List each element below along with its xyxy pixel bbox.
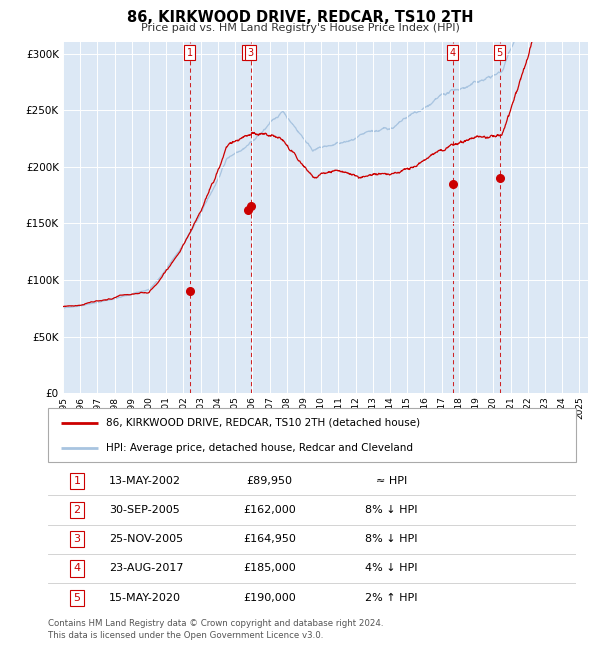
Text: ≈ HPI: ≈ HPI: [376, 476, 407, 486]
Text: 13-MAY-2002: 13-MAY-2002: [109, 476, 181, 486]
Text: 4: 4: [73, 564, 80, 573]
Text: 2% ↑ HPI: 2% ↑ HPI: [365, 593, 418, 603]
Text: 8% ↓ HPI: 8% ↓ HPI: [365, 534, 418, 544]
Text: 86, KIRKWOOD DRIVE, REDCAR, TS10 2TH: 86, KIRKWOOD DRIVE, REDCAR, TS10 2TH: [127, 10, 473, 25]
Text: £190,000: £190,000: [244, 593, 296, 603]
Text: HPI: Average price, detached house, Redcar and Cleveland: HPI: Average price, detached house, Redc…: [106, 443, 413, 453]
Text: 2: 2: [73, 505, 80, 515]
Text: 15-MAY-2020: 15-MAY-2020: [109, 593, 181, 603]
Text: £164,950: £164,950: [244, 534, 296, 544]
Text: £185,000: £185,000: [244, 564, 296, 573]
Text: 3: 3: [74, 534, 80, 544]
Text: £162,000: £162,000: [244, 505, 296, 515]
Text: 4% ↓ HPI: 4% ↓ HPI: [365, 564, 418, 573]
Text: £89,950: £89,950: [247, 476, 293, 486]
Text: 8% ↓ HPI: 8% ↓ HPI: [365, 505, 418, 515]
Text: 30-SEP-2005: 30-SEP-2005: [109, 505, 179, 515]
Text: 86, KIRKWOOD DRIVE, REDCAR, TS10 2TH (detached house): 86, KIRKWOOD DRIVE, REDCAR, TS10 2TH (de…: [106, 417, 420, 428]
Text: This data is licensed under the Open Government Licence v3.0.: This data is licensed under the Open Gov…: [48, 630, 323, 640]
Text: 23-AUG-2017: 23-AUG-2017: [109, 564, 183, 573]
Text: 2: 2: [245, 48, 251, 58]
FancyBboxPatch shape: [48, 408, 576, 461]
Text: 1: 1: [74, 476, 80, 486]
Text: 1: 1: [187, 48, 193, 58]
Text: 3: 3: [248, 48, 254, 58]
Text: 25-NOV-2005: 25-NOV-2005: [109, 534, 183, 544]
Text: Price paid vs. HM Land Registry's House Price Index (HPI): Price paid vs. HM Land Registry's House …: [140, 23, 460, 33]
Text: 5: 5: [497, 48, 503, 58]
Text: 5: 5: [74, 593, 80, 603]
Text: Contains HM Land Registry data © Crown copyright and database right 2024.: Contains HM Land Registry data © Crown c…: [48, 619, 383, 628]
Text: 4: 4: [449, 48, 456, 58]
